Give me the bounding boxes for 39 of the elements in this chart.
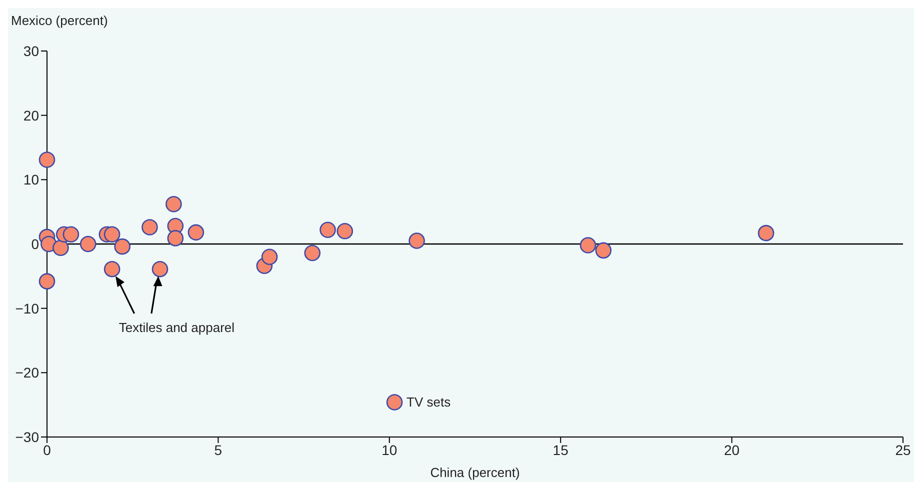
point — [166, 196, 182, 212]
x-tick-label: 15 — [552, 442, 569, 458]
annotation: TV sets — [406, 394, 452, 410]
x-tick-label: 10 — [382, 442, 398, 458]
point — [104, 226, 120, 242]
x-tick-label: 25 — [895, 442, 911, 458]
point — [336, 222, 354, 240]
point — [114, 238, 130, 255]
y-tick-label: 20 — [23, 107, 40, 124]
x-tick-label: 0 — [43, 442, 52, 458]
point — [152, 260, 168, 278]
point — [408, 232, 425, 249]
point — [104, 260, 120, 278]
y-tick-label: −30 — [15, 428, 40, 445]
point — [38, 152, 56, 168]
y-tick-label: −20 — [15, 364, 40, 381]
point — [261, 248, 278, 266]
x-tick-label: 20 — [724, 442, 740, 458]
point — [595, 242, 612, 259]
point — [580, 237, 596, 254]
y-tick-label: 30 — [23, 42, 40, 59]
y-tick-label: 0 — [31, 236, 40, 252]
annotation: Textiles and apparel — [118, 320, 235, 336]
y-axis-title: Mexico (percent) — [11, 13, 108, 28]
y-tick-label: −10 — [15, 300, 40, 316]
point — [167, 230, 184, 246]
point — [758, 224, 774, 242]
y-tick-label: 10 — [23, 172, 40, 188]
point — [142, 219, 158, 236]
point — [80, 236, 96, 252]
point — [304, 244, 321, 262]
point — [386, 394, 403, 410]
point — [188, 224, 204, 241]
point — [62, 226, 80, 242]
x-axis-title: China (percent) — [430, 465, 520, 480]
point — [52, 240, 69, 256]
point — [320, 222, 336, 238]
point — [38, 273, 56, 290]
x-tick-label: 5 — [214, 442, 222, 458]
